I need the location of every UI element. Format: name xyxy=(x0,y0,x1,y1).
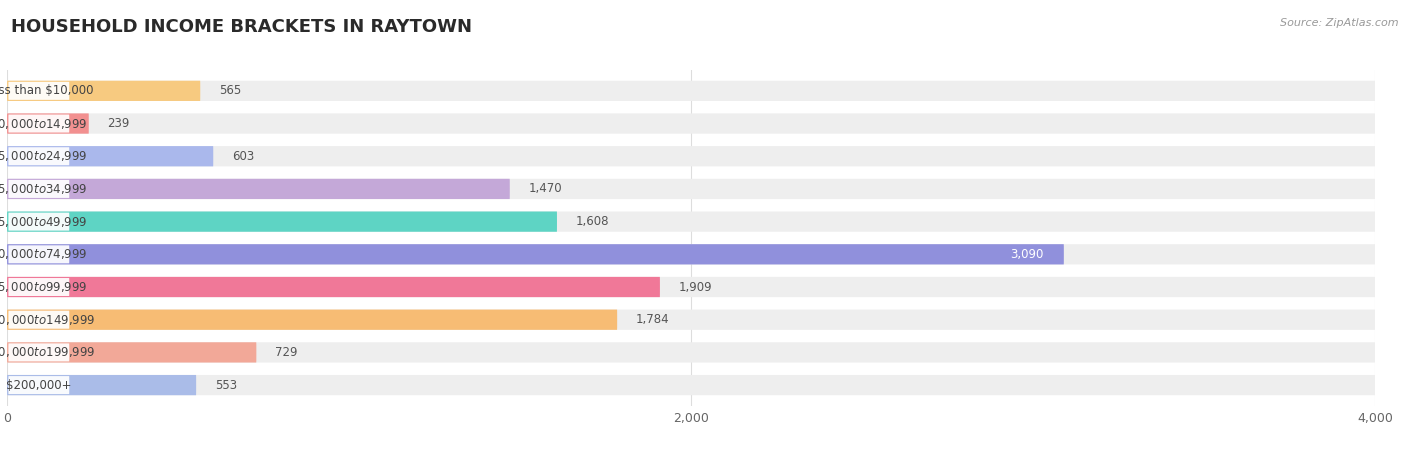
FancyBboxPatch shape xyxy=(7,309,617,330)
FancyBboxPatch shape xyxy=(8,180,69,198)
FancyBboxPatch shape xyxy=(8,114,69,132)
Text: 239: 239 xyxy=(108,117,129,130)
FancyBboxPatch shape xyxy=(8,376,69,394)
FancyBboxPatch shape xyxy=(7,375,197,395)
FancyBboxPatch shape xyxy=(7,146,1375,167)
Text: HOUSEHOLD INCOME BRACKETS IN RAYTOWN: HOUSEHOLD INCOME BRACKETS IN RAYTOWN xyxy=(11,18,472,36)
Text: $35,000 to $49,999: $35,000 to $49,999 xyxy=(0,215,87,229)
FancyBboxPatch shape xyxy=(7,211,557,232)
FancyBboxPatch shape xyxy=(8,82,69,100)
Text: 1,784: 1,784 xyxy=(636,313,669,326)
FancyBboxPatch shape xyxy=(8,343,69,361)
Text: $75,000 to $99,999: $75,000 to $99,999 xyxy=(0,280,87,294)
Text: 3,090: 3,090 xyxy=(1010,248,1043,261)
Text: $150,000 to $199,999: $150,000 to $199,999 xyxy=(0,345,96,359)
Text: Less than $10,000: Less than $10,000 xyxy=(0,84,93,97)
Text: 565: 565 xyxy=(219,84,242,97)
Text: 1,608: 1,608 xyxy=(576,215,609,228)
FancyBboxPatch shape xyxy=(8,311,69,329)
FancyBboxPatch shape xyxy=(8,278,69,296)
Text: 1,470: 1,470 xyxy=(529,182,562,195)
Text: $15,000 to $24,999: $15,000 to $24,999 xyxy=(0,149,87,163)
Text: $200,000+: $200,000+ xyxy=(6,379,72,392)
FancyBboxPatch shape xyxy=(7,375,1375,395)
FancyBboxPatch shape xyxy=(7,146,214,167)
FancyBboxPatch shape xyxy=(8,147,69,165)
FancyBboxPatch shape xyxy=(7,211,1375,232)
FancyBboxPatch shape xyxy=(7,277,659,297)
FancyBboxPatch shape xyxy=(7,81,1375,101)
Text: 553: 553 xyxy=(215,379,238,392)
FancyBboxPatch shape xyxy=(7,309,1375,330)
FancyBboxPatch shape xyxy=(7,244,1375,264)
FancyBboxPatch shape xyxy=(7,179,510,199)
FancyBboxPatch shape xyxy=(7,114,89,134)
Text: 1,909: 1,909 xyxy=(679,281,713,294)
FancyBboxPatch shape xyxy=(7,114,1375,134)
Text: Source: ZipAtlas.com: Source: ZipAtlas.com xyxy=(1281,18,1399,28)
Text: 729: 729 xyxy=(276,346,298,359)
FancyBboxPatch shape xyxy=(7,277,1375,297)
Text: $50,000 to $74,999: $50,000 to $74,999 xyxy=(0,247,87,261)
FancyBboxPatch shape xyxy=(7,342,1375,362)
Text: $100,000 to $149,999: $100,000 to $149,999 xyxy=(0,313,96,327)
FancyBboxPatch shape xyxy=(7,244,1064,264)
Text: $25,000 to $34,999: $25,000 to $34,999 xyxy=(0,182,87,196)
FancyBboxPatch shape xyxy=(7,81,200,101)
Text: 603: 603 xyxy=(232,150,254,163)
FancyBboxPatch shape xyxy=(7,342,256,362)
FancyBboxPatch shape xyxy=(8,213,69,231)
FancyBboxPatch shape xyxy=(8,245,69,263)
FancyBboxPatch shape xyxy=(7,179,1375,199)
Text: $10,000 to $14,999: $10,000 to $14,999 xyxy=(0,117,87,131)
